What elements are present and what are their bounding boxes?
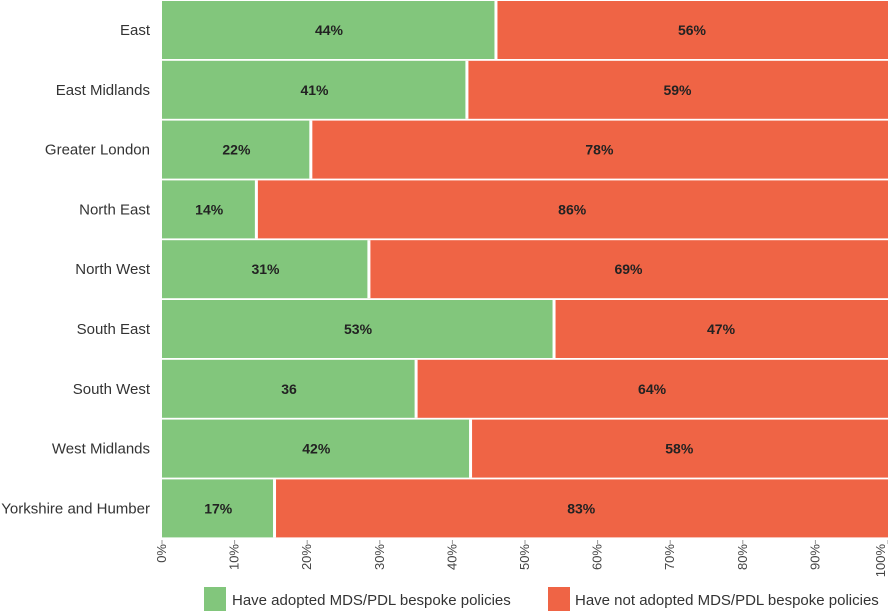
bar-greater-london-adopted bbox=[162, 120, 311, 179]
category-label-south-west: South West bbox=[73, 381, 151, 398]
data-label-north-west-adopted: 31% bbox=[251, 261, 280, 277]
data-label-east-adopted: 44% bbox=[315, 22, 344, 38]
bar-north-east-not-adopted bbox=[256, 180, 888, 239]
x-tick-label-0: 0% bbox=[154, 544, 169, 563]
segment-divider-greater-london bbox=[309, 120, 313, 179]
data-label-north-east-adopted: 14% bbox=[195, 201, 224, 217]
legend-swatch-adopted bbox=[204, 587, 226, 611]
segment-divider-north-east bbox=[254, 180, 258, 239]
segment-divider-north-west bbox=[367, 240, 371, 299]
data-label-east-midlands-adopted: 41% bbox=[300, 82, 329, 98]
category-label-north-east: North East bbox=[79, 201, 151, 218]
x-tick-label-5: 50% bbox=[517, 544, 532, 570]
bar-west-midlands-adopted bbox=[162, 419, 471, 478]
bar-south-west-adopted bbox=[162, 359, 417, 418]
category-label-yorkshire-and-humber: Yorkshire and Humber bbox=[1, 500, 150, 517]
category-label-west-midlands: West Midlands bbox=[52, 441, 150, 458]
data-label-greater-london-not-adopted: 78% bbox=[585, 142, 614, 158]
data-label-greater-london-adopted: 22% bbox=[222, 142, 251, 158]
data-label-south-west-not-adopted: 64% bbox=[638, 381, 667, 397]
data-label-east-midlands-not-adopted: 59% bbox=[663, 82, 692, 98]
x-tick-label-4: 40% bbox=[444, 544, 459, 570]
x-tick-label-6: 60% bbox=[590, 544, 605, 570]
segment-divider-south-west bbox=[414, 359, 418, 418]
segment-divider-yorkshire-and-humber bbox=[273, 479, 277, 538]
bar-north-east-adopted bbox=[162, 180, 257, 239]
category-label-south-east: South East bbox=[77, 321, 151, 338]
data-label-north-east-not-adopted: 86% bbox=[558, 201, 587, 217]
bar-west-midlands-not-adopted bbox=[470, 419, 888, 478]
x-tick-label-9: 90% bbox=[807, 544, 822, 570]
segment-divider-east bbox=[494, 1, 498, 59]
segment-divider-west-midlands bbox=[469, 419, 473, 478]
category-label-greater-london: Greater London bbox=[45, 142, 150, 159]
bar-yorkshire-and-humber-not-adopted bbox=[274, 479, 888, 538]
bar-east-midlands-not-adopted bbox=[466, 60, 888, 119]
data-label-yorkshire-and-humber-adopted: 17% bbox=[204, 500, 233, 516]
legend-swatch-not-adopted bbox=[548, 587, 570, 611]
data-label-south-east-adopted: 53% bbox=[344, 321, 373, 337]
data-label-yorkshire-and-humber-not-adopted: 83% bbox=[567, 500, 596, 516]
category-label-east-midlands: East Midlands bbox=[56, 82, 150, 99]
x-tick-label-7: 70% bbox=[662, 544, 677, 570]
category-labels: East East Midlands Greater London North Eas… bbox=[1, 22, 151, 517]
x-axis-ticks: 0% 10% 20% 30% 40% 50% 60% 70% 80% 90% 100% bbox=[154, 540, 888, 577]
bar-south-west-not-adopted bbox=[416, 359, 888, 418]
category-label-north-west: North West bbox=[75, 261, 151, 278]
bar-east-not-adopted bbox=[495, 1, 888, 59]
data-label-south-west-adopted: 36 bbox=[281, 381, 297, 397]
bars-group: 44% 56% 41% 59% 22% 78% 14% 86% 31% 69% 53% 47% 36 64… bbox=[162, 1, 888, 538]
legend-label-adopted: Have adopted MDS/PDL bespoke policies bbox=[232, 592, 511, 609]
bar-south-east-adopted bbox=[162, 300, 555, 358]
bar-east-midlands-adopted bbox=[162, 60, 467, 119]
category-label-east: East bbox=[120, 22, 151, 39]
bar-north-west-not-adopted bbox=[368, 240, 888, 299]
data-label-south-east-not-adopted: 47% bbox=[707, 321, 736, 337]
data-label-east-not-adopted: 56% bbox=[678, 22, 707, 38]
segment-divider-east-midlands bbox=[465, 60, 469, 119]
data-label-north-west-not-adopted: 69% bbox=[614, 261, 643, 277]
x-tick-label-3: 30% bbox=[372, 544, 387, 570]
data-label-west-midlands-adopted: 42% bbox=[302, 441, 331, 457]
bar-yorkshire-and-humber-adopted bbox=[162, 479, 275, 538]
legend-label-not-adopted: Have not adopted MDS/PDL bespoke policie… bbox=[575, 592, 879, 609]
x-tick-label-1: 10% bbox=[227, 544, 242, 570]
x-tick-label-8: 80% bbox=[735, 544, 750, 570]
segment-divider-south-east bbox=[552, 300, 556, 358]
bar-north-west-adopted bbox=[162, 240, 369, 299]
legend: Have adopted MDS/PDL bespoke policies Hav… bbox=[204, 587, 879, 611]
bar-south-east-not-adopted bbox=[554, 300, 888, 358]
data-label-west-midlands-not-adopted: 58% bbox=[665, 441, 694, 457]
x-tick-label-10: 100% bbox=[873, 544, 888, 578]
x-tick-label-2: 20% bbox=[299, 544, 314, 570]
bar-greater-london-not-adopted bbox=[310, 120, 888, 179]
bar-east-adopted bbox=[162, 1, 496, 59]
